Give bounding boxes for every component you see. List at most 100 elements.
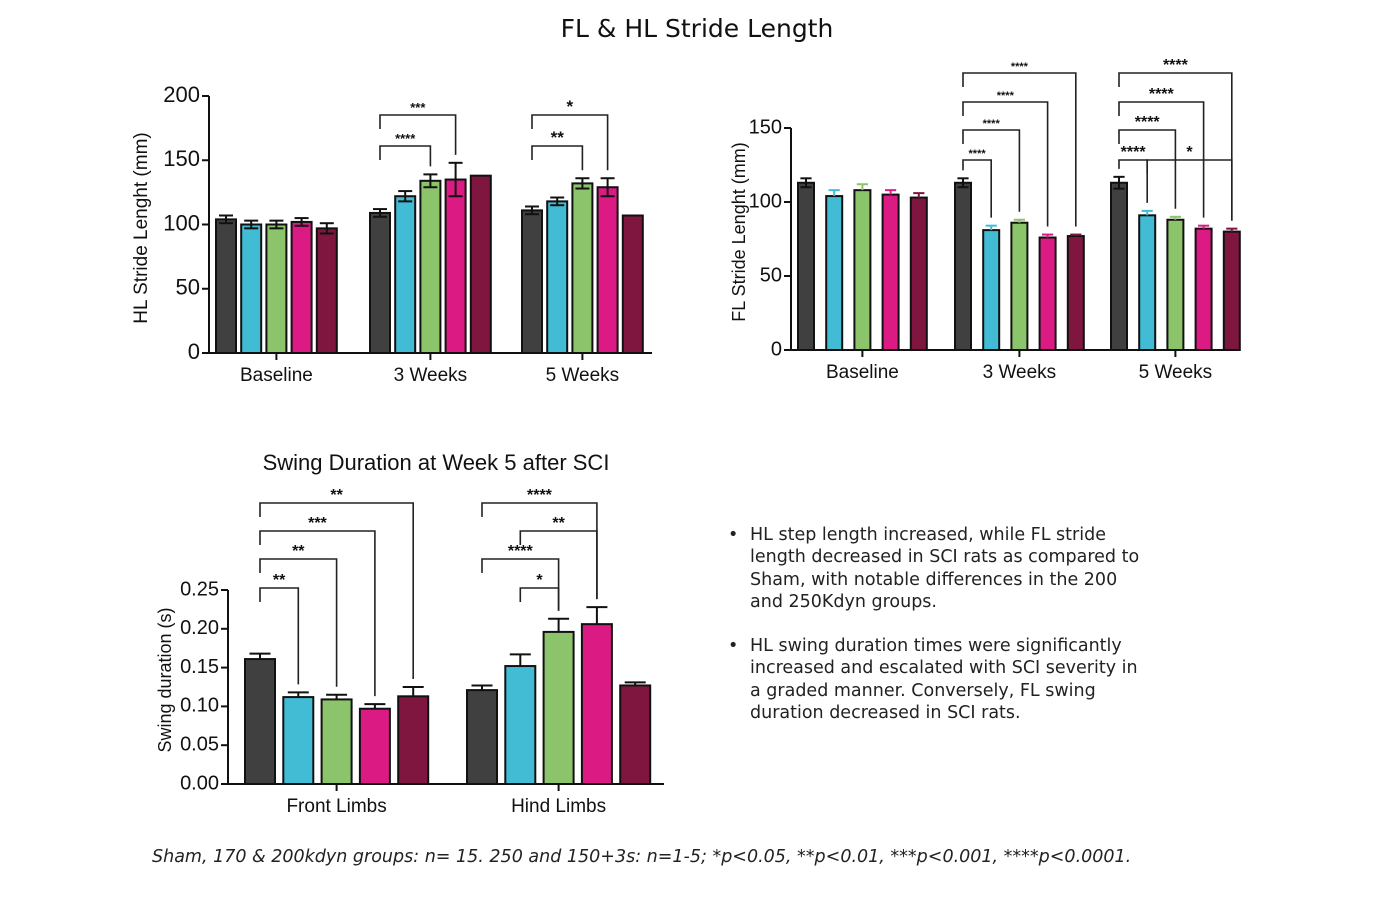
- y-tick-label: 0.00: [180, 772, 219, 794]
- bar: [571, 182, 594, 354]
- bar: [1166, 218, 1185, 351]
- bar: [504, 665, 537, 785]
- significance-bracket: [259, 587, 300, 685]
- significance-label: *: [566, 97, 573, 116]
- significance-label: *: [536, 572, 543, 589]
- chart-title: Swing Duration at Week 5 after SCI: [263, 450, 610, 475]
- significance-bracket: [531, 114, 609, 171]
- bar: [825, 195, 844, 351]
- bar: [397, 695, 430, 786]
- bar: [1194, 227, 1213, 351]
- bullet-icon: •: [728, 525, 739, 545]
- bar: [853, 189, 872, 351]
- significance-label: **: [552, 515, 565, 532]
- significance-label: ****: [1135, 114, 1161, 131]
- significance-label: ***: [308, 515, 327, 532]
- y-axis-label: Swing duration (s): [155, 607, 175, 752]
- y-tick-label: 100: [749, 190, 782, 212]
- significance-bracket: [1146, 159, 1233, 221]
- category-label: Baseline: [240, 365, 313, 386]
- main-title: FL & HL Stride Length: [560, 14, 834, 43]
- bar: [580, 623, 613, 785]
- bar: [542, 630, 575, 785]
- bar: [797, 181, 815, 351]
- significance-bracket: [962, 129, 1021, 212]
- note-text: HL step length increased, while FL strid…: [750, 525, 1140, 612]
- bar: [982, 229, 1001, 351]
- significance-bracket: [379, 145, 432, 167]
- significance-bracket: [962, 101, 1049, 227]
- bar: [240, 223, 263, 354]
- category-label: 3 Weeks: [983, 362, 1057, 383]
- y-tick-label: 0.25: [180, 578, 219, 600]
- bar: [546, 200, 569, 354]
- significance-label: ****: [527, 487, 553, 504]
- bar: [466, 689, 498, 785]
- y-tick-label: 0: [188, 339, 200, 364]
- bar: [621, 214, 644, 354]
- significance-label: ****: [1149, 86, 1175, 103]
- y-axis-label: FL Stride Lenght (mm): [729, 142, 749, 321]
- significance-bracket: [1118, 129, 1177, 209]
- y-axis-label: HL Stride Lenght (mm): [131, 132, 152, 323]
- bar: [265, 223, 288, 354]
- y-tick-label: 0.15: [180, 656, 219, 678]
- significance-label: *: [1186, 144, 1193, 161]
- significance-label: ****: [1011, 61, 1029, 73]
- summary-notes: • HL step length increased, while FL stri…: [728, 524, 1148, 746]
- significance-label: **: [551, 128, 565, 147]
- significance-label: ****: [1121, 144, 1147, 161]
- category-label: 5 Weeks: [1139, 362, 1213, 383]
- significance-label: ****: [983, 118, 1001, 130]
- significance-bracket: [1118, 159, 1148, 203]
- y-tick-label: 0.20: [180, 617, 219, 639]
- category-label: Hind Limbs: [511, 796, 606, 817]
- y-tick-label: 0.05: [180, 733, 219, 755]
- bar: [1222, 230, 1241, 352]
- y-tick-label: 50: [760, 264, 782, 286]
- bar: [1010, 221, 1029, 351]
- significance-bracket: [519, 587, 560, 611]
- significance-label: **: [292, 543, 305, 560]
- significance-label: ***: [410, 100, 426, 115]
- significance-label: ****: [395, 131, 416, 146]
- significance-label: ****: [1163, 57, 1189, 74]
- bar: [909, 196, 928, 351]
- significance-label: ****: [969, 148, 987, 160]
- significance-bracket: [481, 502, 598, 600]
- significance-bracket: [259, 530, 376, 697]
- significance-bracket: [259, 558, 338, 687]
- significance-label: ****: [508, 543, 534, 560]
- bar: [1138, 214, 1157, 351]
- bar: [1066, 235, 1085, 351]
- bar: [469, 174, 492, 354]
- y-tick-label: 150: [163, 146, 200, 171]
- significance-bracket: [962, 72, 1077, 227]
- bar: [282, 696, 315, 786]
- significance-label: ****: [997, 90, 1015, 102]
- category-label: Baseline: [826, 362, 899, 383]
- category-label: 5 Weeks: [546, 365, 620, 386]
- note-text: HL swing duration times were significant…: [750, 636, 1138, 724]
- bar: [1110, 181, 1128, 351]
- footnote: Sham, 170 & 200kdyn groups: n= 15. 250 a…: [152, 847, 1132, 867]
- bar: [419, 179, 442, 354]
- significance-bracket: [962, 159, 992, 218]
- category-label: 3 Weeks: [394, 365, 468, 386]
- y-tick-label: 150: [749, 116, 782, 138]
- y-tick-label: 200: [163, 82, 200, 107]
- y-tick-label: 0: [771, 338, 782, 360]
- bar: [244, 658, 276, 786]
- y-tick-label: 100: [163, 210, 200, 235]
- bullet-icon: •: [728, 636, 739, 657]
- note-item: • HL swing duration times were significan…: [728, 635, 1148, 724]
- bar: [315, 227, 338, 354]
- bar: [369, 211, 391, 354]
- significance-bracket: [1118, 101, 1205, 218]
- significance-bracket: [481, 558, 560, 611]
- bar: [954, 181, 972, 351]
- significance-bracket: [1118, 72, 1233, 221]
- bar: [358, 707, 391, 786]
- bar: [320, 698, 353, 786]
